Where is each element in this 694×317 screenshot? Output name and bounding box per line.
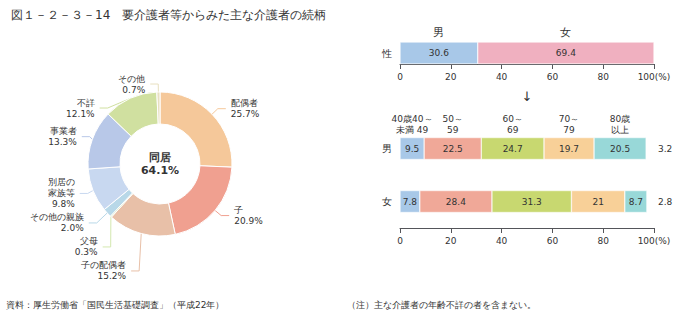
svg-text:79: 79 <box>563 125 575 135</box>
svg-text:19.7: 19.7 <box>559 144 579 154</box>
svg-text:70～: 70～ <box>559 114 579 124</box>
svg-text:2.0%: 2.0% <box>61 223 84 233</box>
svg-text:80: 80 <box>597 236 609 246</box>
svg-text:その他: その他 <box>118 74 145 84</box>
svg-text:父母: 父母 <box>80 236 98 246</box>
svg-text:同居: 同居 <box>149 151 171 164</box>
svg-text:子: 子 <box>234 205 243 215</box>
svg-text:30.6: 30.6 <box>429 48 449 58</box>
svg-text:100(%): 100(%) <box>638 236 671 246</box>
svg-text:80: 80 <box>597 72 609 82</box>
svg-text:25.7%: 25.7% <box>231 109 260 119</box>
svg-text:80歳: 80歳 <box>610 114 630 124</box>
svg-text:（注）主な介護者の年齢不詳の者を含まない。: （注）主な介護者の年齢不詳の者を含まない。 <box>347 300 536 310</box>
svg-text:図１－２－３－14 要介護者等からみた主な介護者の続柄: 図１－２－３－14 要介護者等からみた主な介護者の続柄 <box>11 8 326 22</box>
svg-text:15.2%: 15.2% <box>98 271 127 281</box>
svg-text:0: 0 <box>397 236 403 246</box>
svg-text:20: 20 <box>445 72 457 82</box>
svg-text:40: 40 <box>496 72 508 82</box>
svg-text:60: 60 <box>547 72 559 82</box>
svg-text:20: 20 <box>445 236 457 246</box>
svg-text:69: 69 <box>507 125 519 135</box>
svg-text:21: 21 <box>592 197 603 207</box>
svg-text:0.3%: 0.3% <box>75 247 98 257</box>
svg-text:50～: 50～ <box>442 114 462 124</box>
svg-text:男: 男 <box>382 143 392 154</box>
svg-text:12.1%: 12.1% <box>66 109 95 119</box>
svg-text:0: 0 <box>397 72 403 82</box>
svg-text:59: 59 <box>447 125 459 135</box>
svg-text:20.9%: 20.9% <box>234 216 263 226</box>
svg-text:8.7: 8.7 <box>629 197 643 207</box>
svg-text:22.5: 22.5 <box>443 144 463 154</box>
svg-text:13.3%: 13.3% <box>48 137 77 147</box>
svg-text:女: 女 <box>382 196 392 207</box>
svg-text:その他の親族: その他の親族 <box>30 212 84 222</box>
svg-text:↓: ↓ <box>522 89 533 104</box>
svg-text:男: 男 <box>433 26 444 39</box>
svg-text:2.8: 2.8 <box>658 197 673 207</box>
svg-text:女: 女 <box>560 26 571 39</box>
svg-text:40: 40 <box>496 236 508 246</box>
svg-text:40歳40～: 40歳40～ <box>392 114 433 124</box>
svg-text:9.8%: 9.8% <box>52 199 75 209</box>
svg-text:9.5: 9.5 <box>405 144 419 154</box>
svg-text:60: 60 <box>547 236 559 246</box>
svg-text:不詳: 不詳 <box>77 98 95 108</box>
svg-text:子の配偶者: 子の配偶者 <box>81 260 126 270</box>
svg-text:未満 49: 未満 49 <box>396 125 429 135</box>
svg-text:資料：厚生労働省「国民生活基礎調査」（平成22年）: 資料：厚生労働省「国民生活基礎調査」（平成22年） <box>6 300 224 310</box>
svg-text:性: 性 <box>381 48 392 59</box>
svg-text:7.8: 7.8 <box>403 197 418 207</box>
svg-text:事業者: 事業者 <box>50 126 77 136</box>
svg-text:配偶者: 配偶者 <box>231 98 258 108</box>
svg-text:20.5: 20.5 <box>610 144 630 154</box>
svg-text:28.4: 28.4 <box>446 197 466 207</box>
svg-text:24.7: 24.7 <box>503 144 523 154</box>
svg-text:家族等: 家族等 <box>48 188 75 198</box>
svg-text:0.7%: 0.7% <box>122 85 145 95</box>
svg-text:69.4: 69.4 <box>556 48 576 58</box>
svg-text:以上: 以上 <box>611 125 629 135</box>
svg-text:31.3: 31.3 <box>522 197 542 207</box>
svg-text:3.2: 3.2 <box>658 144 672 154</box>
svg-text:64.1%: 64.1% <box>141 164 179 177</box>
svg-text:別居の: 別居の <box>48 177 75 187</box>
svg-text:60～: 60～ <box>502 114 522 124</box>
svg-text:100(%): 100(%) <box>638 72 671 82</box>
